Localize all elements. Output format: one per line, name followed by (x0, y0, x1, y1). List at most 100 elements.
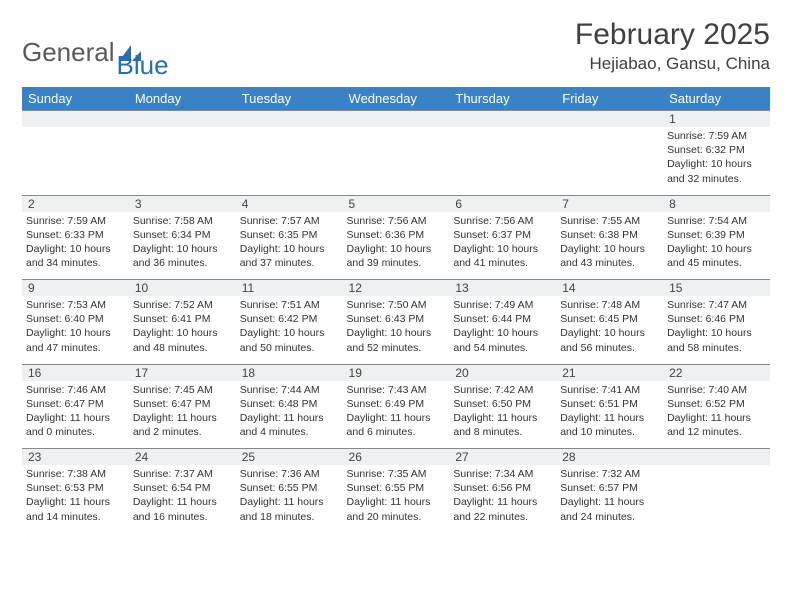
daylight-text: Daylight: 10 hours and 45 minutes. (667, 242, 766, 270)
sunrise-text: Sunrise: 7:41 AM (560, 383, 659, 397)
sunset-text: Sunset: 6:56 PM (453, 481, 552, 495)
sunrise-text: Sunrise: 7:58 AM (133, 214, 232, 228)
weekday-header: Wednesday (343, 87, 450, 111)
daylight-text: Daylight: 11 hours and 4 minutes. (240, 411, 339, 439)
day-cell (449, 127, 556, 195)
sunset-text: Sunset: 6:53 PM (26, 481, 125, 495)
sunrise-text: Sunrise: 7:54 AM (667, 214, 766, 228)
day-detail-row: Sunrise: 7:53 AMSunset: 6:40 PM Daylight:… (22, 296, 770, 364)
sunrise-text: Sunrise: 7:53 AM (26, 298, 125, 312)
title-block: February 2025 Hejiabao, Gansu, China (575, 18, 770, 74)
day-cell: Sunrise: 7:47 AMSunset: 6:46 PMDaylight:… (663, 296, 770, 364)
day-number: 16 (22, 364, 129, 381)
day-cell: Sunrise: 7:59 AMSunset: 6:32 PMDaylight:… (663, 127, 770, 195)
day-number: 11 (236, 280, 343, 297)
brand-word1: General (22, 37, 115, 68)
sunset-text: Sunset: 6:55 PM (240, 481, 339, 495)
weekday-header: Thursday (449, 87, 556, 111)
day-number-row: 2345678 (22, 195, 770, 212)
sunset-text: Sunset: 6:57 PM (560, 481, 659, 495)
sunrise-text: Sunrise: 7:38 AM (26, 467, 125, 481)
day-number: 4 (236, 195, 343, 212)
sunset-text: Sunset: 6:37 PM (453, 228, 552, 242)
sunset-text: Sunset: 6:47 PM (26, 397, 125, 411)
daylight-text: Daylight: 10 hours and 50 minutes. (240, 326, 339, 354)
sunrise-text: Sunrise: 7:57 AM (240, 214, 339, 228)
daylight-text: Daylight: 11 hours and 20 minutes. (347, 495, 446, 523)
day-cell: Sunrise: 7:45 AMSunset: 6:47 PMDaylight:… (129, 381, 236, 449)
day-number: 5 (343, 195, 450, 212)
day-cell: Sunrise: 7:56 AMSunset: 6:36 PMDaylight:… (343, 212, 450, 280)
day-number: 14 (556, 280, 663, 297)
weekday-header: Sunday (22, 87, 129, 111)
daylight-text: Daylight: 11 hours and 14 minutes. (26, 495, 125, 523)
day-number: 25 (236, 449, 343, 466)
day-number (556, 111, 663, 128)
sunset-text: Sunset: 6:50 PM (453, 397, 552, 411)
sunset-text: Sunset: 6:40 PM (26, 312, 125, 326)
day-cell: Sunrise: 7:52 AMSunset: 6:41 PMDaylight:… (129, 296, 236, 364)
day-cell: Sunrise: 7:37 AMSunset: 6:54 PMDaylight:… (129, 465, 236, 533)
day-number-row: 9101112131415 (22, 280, 770, 297)
daylight-text: Daylight: 10 hours and 43 minutes. (560, 242, 659, 270)
day-number: 19 (343, 364, 450, 381)
day-number: 26 (343, 449, 450, 466)
sunset-text: Sunset: 6:38 PM (560, 228, 659, 242)
day-cell: Sunrise: 7:59 AMSunset: 6:33 PMDaylight:… (22, 212, 129, 280)
day-cell (343, 127, 450, 195)
sunrise-text: Sunrise: 7:32 AM (560, 467, 659, 481)
day-number (129, 111, 236, 128)
day-cell: Sunrise: 7:43 AMSunset: 6:49 PMDaylight:… (343, 381, 450, 449)
day-number: 21 (556, 364, 663, 381)
day-number: 17 (129, 364, 236, 381)
sunrise-text: Sunrise: 7:55 AM (560, 214, 659, 228)
sunrise-text: Sunrise: 7:37 AM (133, 467, 232, 481)
day-cell: Sunrise: 7:35 AMSunset: 6:55 PMDaylight:… (343, 465, 450, 533)
header: General Blue February 2025 Hejiabao, Gan… (22, 18, 770, 81)
calendar-table: Sunday Monday Tuesday Wednesday Thursday… (22, 87, 770, 533)
sunrise-text: Sunrise: 7:36 AM (240, 467, 339, 481)
sunrise-text: Sunrise: 7:43 AM (347, 383, 446, 397)
daylight-text: Daylight: 11 hours and 18 minutes. (240, 495, 339, 523)
sunrise-text: Sunrise: 7:46 AM (26, 383, 125, 397)
sunset-text: Sunset: 6:47 PM (133, 397, 232, 411)
day-number: 24 (129, 449, 236, 466)
sunset-text: Sunset: 6:36 PM (347, 228, 446, 242)
weekday-header: Tuesday (236, 87, 343, 111)
day-number (663, 449, 770, 466)
day-cell (556, 127, 663, 195)
daylight-text: Daylight: 11 hours and 16 minutes. (133, 495, 232, 523)
daylight-text: Daylight: 11 hours and 10 minutes. (560, 411, 659, 439)
daylight-text: Daylight: 10 hours and 32 minutes. (667, 157, 766, 185)
daylight-text: Daylight: 10 hours and 52 minutes. (347, 326, 446, 354)
day-number: 15 (663, 280, 770, 297)
day-detail-row: Sunrise: 7:59 AMSunset: 6:32 PMDaylight:… (22, 127, 770, 195)
sunrise-text: Sunrise: 7:50 AM (347, 298, 446, 312)
day-number: 18 (236, 364, 343, 381)
daylight-text: Daylight: 11 hours and 22 minutes. (453, 495, 552, 523)
sunset-text: Sunset: 6:49 PM (347, 397, 446, 411)
sunset-text: Sunset: 6:45 PM (560, 312, 659, 326)
day-cell: Sunrise: 7:53 AMSunset: 6:40 PMDaylight:… (22, 296, 129, 364)
brand-word2: Blue (117, 50, 169, 80)
sunrise-text: Sunrise: 7:42 AM (453, 383, 552, 397)
daylight-text: Daylight: 11 hours and 0 minutes. (26, 411, 125, 439)
weekday-header-row: Sunday Monday Tuesday Wednesday Thursday… (22, 87, 770, 111)
sunset-text: Sunset: 6:34 PM (133, 228, 232, 242)
sunset-text: Sunset: 6:41 PM (133, 312, 232, 326)
day-cell: Sunrise: 7:38 AMSunset: 6:53 PMDaylight:… (22, 465, 129, 533)
day-cell: Sunrise: 7:50 AMSunset: 6:43 PMDaylight:… (343, 296, 450, 364)
sunset-text: Sunset: 6:46 PM (667, 312, 766, 326)
sunrise-text: Sunrise: 7:40 AM (667, 383, 766, 397)
sunrise-text: Sunrise: 7:56 AM (453, 214, 552, 228)
daylight-text: Daylight: 10 hours and 37 minutes. (240, 242, 339, 270)
day-detail-row: Sunrise: 7:59 AMSunset: 6:33 PMDaylight:… (22, 212, 770, 280)
sunset-text: Sunset: 6:54 PM (133, 481, 232, 495)
day-cell (129, 127, 236, 195)
brand-logo: General Blue (22, 18, 169, 81)
day-cell: Sunrise: 7:40 AMSunset: 6:52 PMDaylight:… (663, 381, 770, 449)
day-number: 13 (449, 280, 556, 297)
sunrise-text: Sunrise: 7:48 AM (560, 298, 659, 312)
sunrise-text: Sunrise: 7:59 AM (667, 129, 766, 143)
day-number (449, 111, 556, 128)
